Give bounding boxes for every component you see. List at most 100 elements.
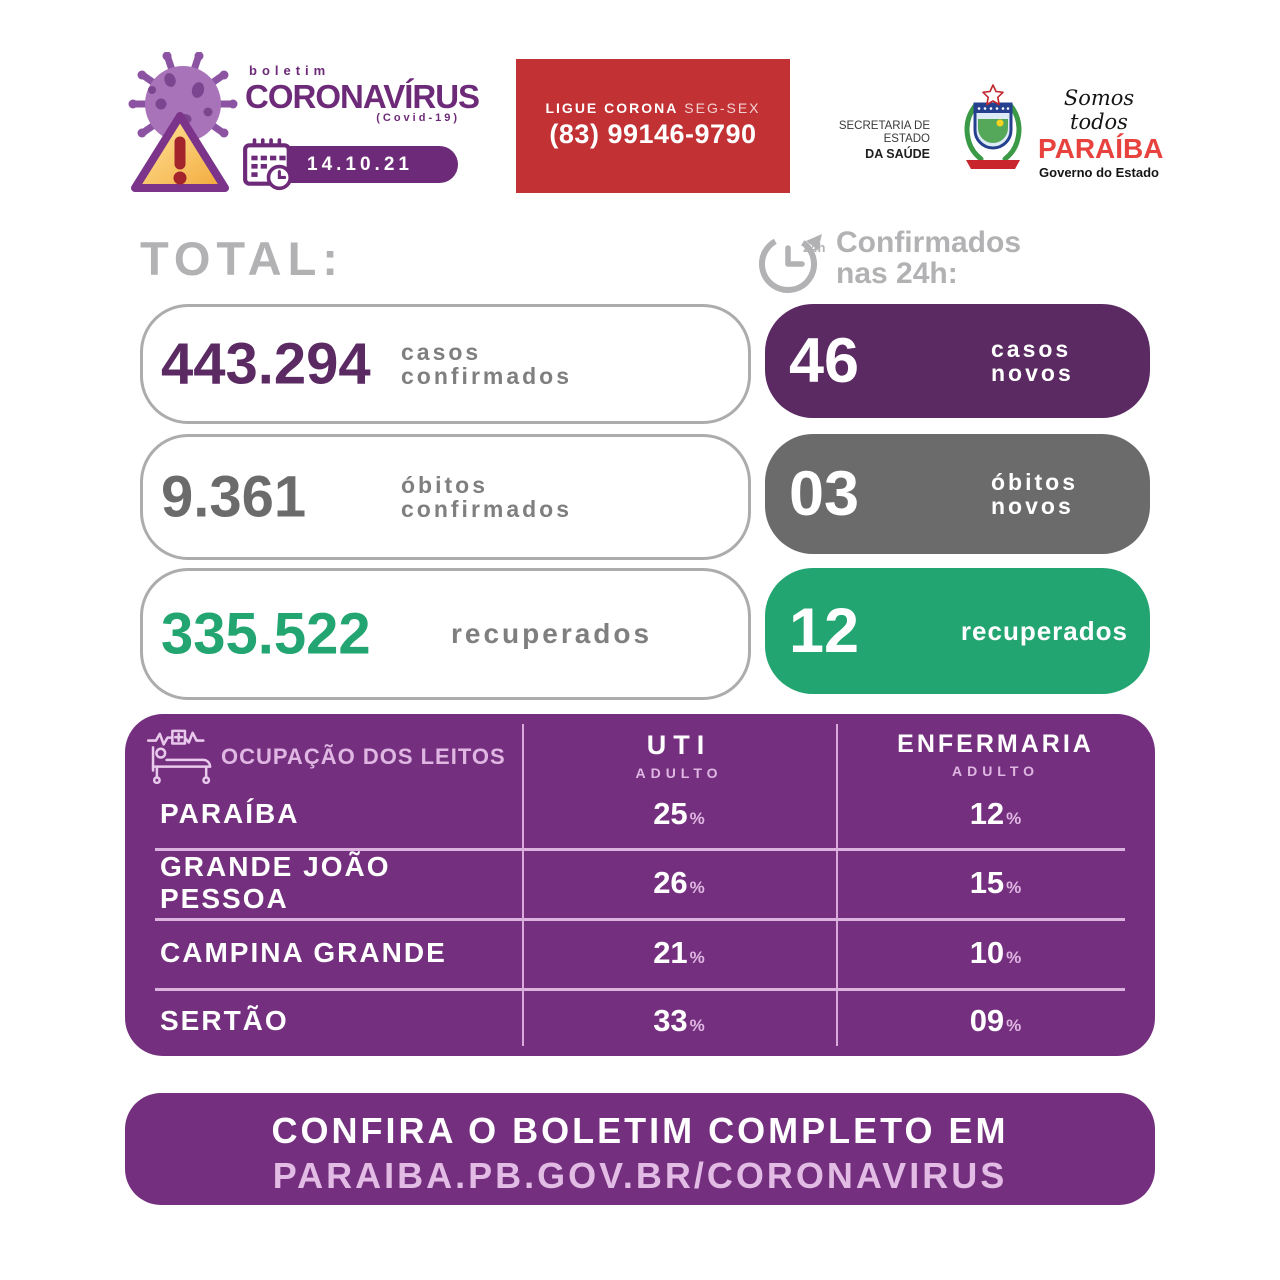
uti-percentage: 33 % (522, 1003, 836, 1039)
percent-sign: % (689, 1016, 705, 1035)
total-recovered-label-line1: recuperados (451, 618, 653, 649)
total-cases-label-line1: casos (401, 339, 482, 365)
total-recovered-label: recuperados (451, 618, 653, 649)
last24h-heading: Confirmados nas 24h: (836, 227, 1021, 289)
total-deaths-label: óbitos confirmados (401, 473, 572, 521)
total-cases-label-line2: confirmados (401, 363, 573, 389)
region-name: SERTÃO (160, 1005, 289, 1036)
percent-sign: % (1006, 1016, 1022, 1035)
percent-sign: % (1006, 948, 1022, 967)
paraiba-coat-of-arms (964, 84, 1022, 169)
enfermaria-percentage: 10 % (836, 935, 1155, 971)
uti-header: UTI (646, 730, 712, 760)
uti-subheader: ADULTO (635, 765, 723, 781)
gov-slogan: Somos todos (1063, 86, 1135, 134)
occupancy-title: OCUPAÇÃO DOS LEITOS (221, 744, 506, 769)
total-cases-value: 443.294 (161, 331, 371, 397)
total-deaths-card: 9.361 óbitos confirmados (140, 434, 751, 560)
enfermaria-value: 09 (969, 1003, 1005, 1038)
region-name: GRANDE JOÃO PESSOA (160, 851, 391, 914)
total-heading: TOTAL: (140, 232, 344, 285)
date-pill: 14.10.21 (262, 146, 458, 183)
total-recovered-card: 335.522 recuperados (140, 568, 751, 700)
gov-subtitle: Governo do Estado (1039, 165, 1159, 180)
column-divider (836, 724, 838, 1046)
coronavirus-alert-icon (128, 52, 238, 192)
footer-url: PARAIBA.PB.GOV.BR/CORONAVIRUS (272, 1155, 1008, 1196)
percent-sign: % (689, 878, 705, 897)
table-row: SERTÃO 33 % 09 % (125, 988, 1155, 1054)
new-deaths-label: óbitos novos (991, 470, 1078, 518)
last24h-heading-line1: Confirmados (836, 226, 1022, 259)
hospital-bed-icon (147, 729, 212, 785)
bulletin-date: 14.10.21 (307, 153, 413, 175)
new-cases-label-line1: casos (991, 336, 1072, 362)
new-deaths-label-line2: novos (991, 493, 1074, 519)
percent-sign: % (1006, 878, 1022, 897)
bulletin-subtitle: (Covid-19) (376, 112, 460, 124)
secretariat-label: SECRETARIA DE ESTADO DA SAÚDE (798, 120, 930, 161)
total-cases-card: 443.294 casos confirmados (140, 304, 751, 424)
government-logo: Somos todos PARAÍBA Governo do Estado (1038, 86, 1164, 180)
new-cases-card: 46 casos novos (765, 304, 1150, 418)
row-divider (155, 848, 1125, 851)
total-deaths-value: 9.361 (161, 464, 307, 530)
enfermaria-value: 12 (969, 796, 1005, 831)
footer-banner: CONFIRA O BOLETIM COMPLETO EM PARAIBA.PB… (125, 1093, 1155, 1205)
new-deaths-card: 03 óbitos novos (765, 434, 1150, 554)
24h-clock-icon (759, 234, 822, 293)
region-name: CAMPINA GRANDE (160, 937, 447, 968)
enfermaria-header: ENFERMARIA (897, 730, 1094, 758)
hotline-days: SEG-SEX (684, 100, 761, 116)
total-deaths-label-line2: confirmados (401, 496, 573, 522)
bulletin-kicker: boletim (249, 63, 331, 78)
enfermaria-value: 15 (969, 865, 1005, 900)
uti-percentage: 21 % (522, 935, 836, 971)
enfermaria-percentage: 09 % (836, 1003, 1155, 1039)
uti-value: 26 (653, 865, 688, 900)
column-divider (522, 724, 524, 1046)
new-recovered-card: 12 recuperados (765, 568, 1150, 694)
uti-percentage: 25 % (522, 796, 836, 832)
new-recovered-label: recuperados (960, 616, 1128, 646)
enfermaria-percentage: 12 % (836, 796, 1155, 832)
hotline-label: LIGUE CORONA (545, 100, 679, 116)
enfermaria-percentage: 15 % (836, 865, 1155, 901)
total-deaths-label-line1: óbitos (401, 472, 488, 498)
column-header-enfermaria: ENFERMARIA ADULTO (836, 730, 1155, 779)
hotline-caption: LIGUE CORONA SEG-SEX (516, 100, 790, 116)
new-recovered-value: 12 (789, 596, 860, 666)
table-row: CAMPINA GRANDE 21 % 10 % (125, 918, 1155, 988)
enfermaria-value: 10 (969, 935, 1005, 970)
new-cases-value: 46 (789, 326, 860, 396)
24h-badge: 24h (803, 240, 826, 255)
uti-value: 33 (653, 1003, 688, 1038)
table-row: PARAÍBA 25 % 12 % (125, 780, 1155, 848)
bulletin-title: CORONAVÍRUS (245, 78, 480, 115)
total-cases-label: casos confirmados (401, 340, 572, 388)
percent-sign: % (1006, 809, 1022, 828)
row-divider (155, 918, 1125, 921)
column-header-uti: UTI ADULTO (522, 730, 836, 781)
secretariat-line2: DA SAÚDE (865, 147, 930, 161)
uti-value: 21 (653, 935, 688, 970)
hotline-phone: (83) 99146-9790 (549, 119, 757, 149)
new-deaths-label-line1: óbitos (991, 469, 1078, 495)
last24h-heading-line2: nas 24h: (836, 257, 958, 290)
gov-name: PARAÍBA (1038, 133, 1164, 164)
percent-sign: % (689, 948, 705, 967)
bed-occupancy-panel: OCUPAÇÃO DOS LEITOS UTI ADULTO ENFERMARI… (125, 714, 1155, 1056)
total-recovered-value: 335.522 (161, 601, 371, 667)
row-divider (155, 988, 1125, 991)
new-recovered-label-line1: recuperados (960, 616, 1128, 646)
percent-sign: % (689, 809, 705, 828)
calendar-clock-icon (243, 138, 293, 191)
uti-percentage: 26 % (522, 865, 836, 901)
footer-message: CONFIRA O BOLETIM COMPLETO EM (271, 1110, 1009, 1151)
uti-value: 25 (653, 796, 688, 831)
enfermaria-subheader: ADULTO (951, 763, 1040, 779)
table-row: GRANDE JOÃO PESSOA 26 % 15 % (125, 848, 1155, 918)
new-cases-label-line2: novos (991, 360, 1074, 386)
secretariat-line1: SECRETARIA DE ESTADO (838, 120, 930, 145)
